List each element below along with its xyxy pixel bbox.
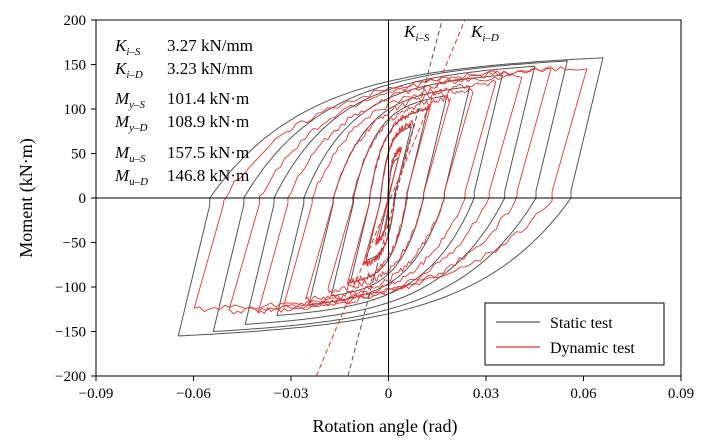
annotation-value: 108.9 kN·m [167,112,249,131]
y-tick-label: 200 [64,13,87,29]
axes-layer [96,20,681,376]
legend: Static test Dynamic test [484,302,665,366]
y-tick-label: 50 [71,147,86,163]
ticks-layer: −0.09 −0.06 −0.03 0 0.03 0.06 0.09 −200 −150 −100… [55,13,694,402]
y-tick-label: −200 [55,369,86,385]
dynamic-loop [257,73,523,314]
annotation-value: 3.27 kN/mm [167,36,253,55]
y-tick-label: −150 [55,325,86,341]
y-tick-label: 100 [64,102,87,118]
annotation-value: 3.23 kN/mm [167,59,253,78]
x-tick-label: 0.06 [570,386,597,402]
y-tick-label: −100 [55,280,86,296]
y-tick-label: 0 [79,191,87,207]
dynamic-loop [228,67,552,315]
legend-label-static: Static test [550,315,613,332]
dynamic-loop [327,95,451,294]
dynamic-loop [282,79,497,308]
x-tick-label: 0.09 [668,386,694,402]
x-tick-label: −0.03 [274,386,309,402]
y-tick-label: 150 [64,58,87,74]
x-tick-label: 0.03 [473,386,499,402]
y-axis-title: Moment (kN·m) [16,138,37,257]
x-tick-label: −0.09 [79,386,114,402]
dynamic-loop [346,104,432,286]
x-tick-label: 0 [385,386,393,402]
x-axis-title: Rotation angle (rad) [313,416,458,437]
legend-box [484,302,665,366]
annotation-value: 146.8 kN·m [167,166,249,185]
y-tick-label: −50 [63,236,86,252]
x-tick-label: −0.06 [176,386,211,402]
dynamic-loop [305,87,474,304]
annotation-value: 101.4 kN·m [167,89,249,108]
legend-label-dynamic: Dynamic test [550,340,635,357]
dynamic-loop [193,66,588,312]
annotation-value: 157.5 kN·m [167,143,249,162]
